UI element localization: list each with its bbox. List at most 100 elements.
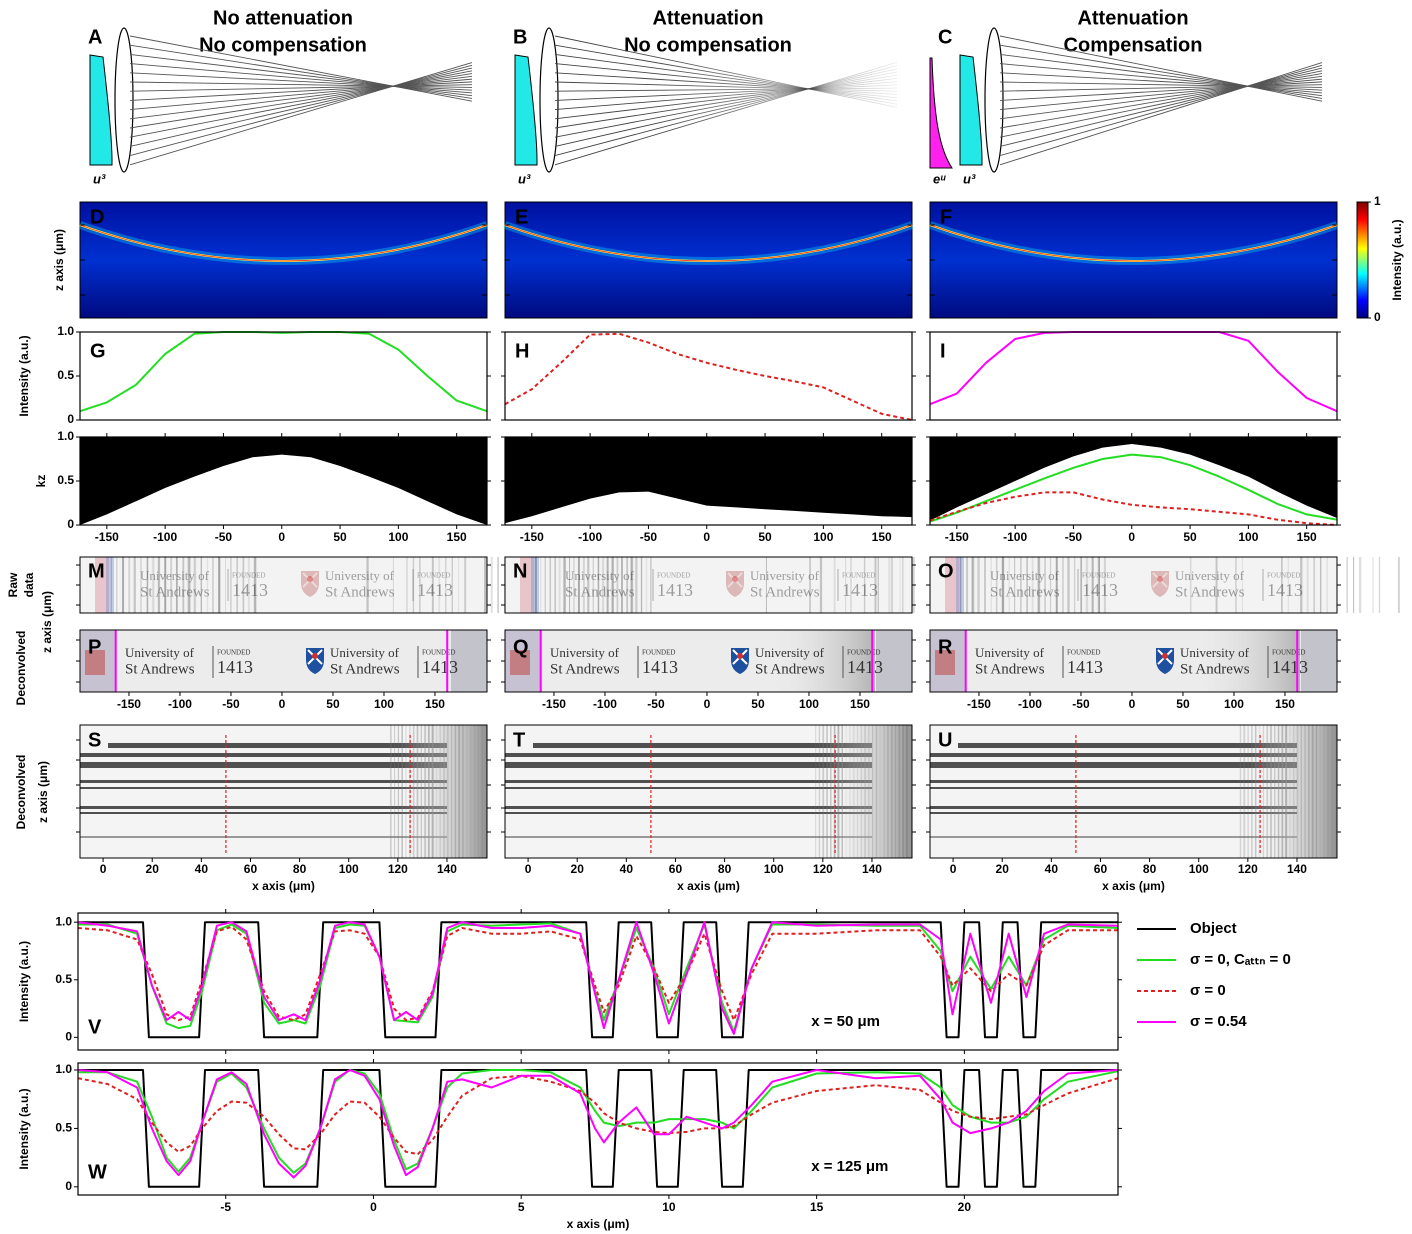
x-tick-label: 100 <box>374 697 394 711</box>
logo-text: 1413 <box>842 580 878 600</box>
line <box>80 332 487 411</box>
y-tick-label: 0.5 <box>57 473 74 487</box>
shield-emblem <box>737 653 743 659</box>
x-tick-label: 40 <box>195 862 209 876</box>
logo-text: St Andrews <box>330 661 400 677</box>
x-tick-label: -5 <box>220 1200 231 1214</box>
x-tick-label: -50 <box>1072 697 1090 711</box>
annotation: x = 125 μm <box>811 1158 888 1175</box>
logo-text: FOUNDED <box>1267 572 1300 580</box>
x-tick-label: 120 <box>813 862 833 876</box>
panel-letter: Q <box>513 636 529 658</box>
blur-zone <box>1250 725 1337 858</box>
logo-text: FOUNDED <box>1272 649 1305 657</box>
panel-letter: N <box>513 560 527 582</box>
stripe <box>533 743 872 748</box>
plot-frame <box>505 332 912 420</box>
logo-text: University of <box>755 645 825 660</box>
profile-label: u³ <box>518 171 531 186</box>
y-tick-label: 1.0 <box>57 324 74 338</box>
x-tick-label: 0 <box>704 697 711 711</box>
logo-text: 1413 <box>1067 657 1103 677</box>
legend-label: σ = 0 <box>1190 982 1226 999</box>
logo-text: FOUNDED <box>1067 649 1100 657</box>
blur-zone <box>825 725 912 858</box>
column-title: No compensation <box>624 34 792 56</box>
x-tick-label: 60 <box>244 862 258 876</box>
pupil-profile <box>960 55 982 165</box>
x-tick-label: 140 <box>1287 862 1307 876</box>
logo-text: 1413 <box>642 657 678 677</box>
ray <box>1000 79 1322 109</box>
logo-text: 1413 <box>217 657 253 677</box>
x-tick-label: 5 <box>518 1200 525 1214</box>
stripe <box>930 836 1297 838</box>
x-tick-label: 100 <box>764 862 784 876</box>
x-tick-label: 50 <box>751 697 765 711</box>
shield-emblem <box>312 653 318 659</box>
shield-emblem <box>1162 653 1168 659</box>
x-axis-label: x axis (μm) <box>677 879 740 893</box>
x-tick-label: 0 <box>1128 530 1135 544</box>
y-tick-label: 0 <box>67 517 74 531</box>
blur-zone <box>400 725 487 858</box>
logo-text: University of <box>125 645 195 660</box>
panel-letter: L <box>940 443 952 465</box>
x-tick-label: 120 <box>388 862 408 876</box>
x-tick-label: 0 <box>1129 697 1136 711</box>
x-tick-label: 100 <box>799 697 819 711</box>
panel-letter: F <box>940 206 952 228</box>
x-tick-label: 80 <box>718 862 732 876</box>
color-blur <box>956 557 964 613</box>
logo-text: 1413 <box>422 657 458 677</box>
panel-letter: R <box>938 636 953 658</box>
logo-text: University of <box>1180 645 1250 660</box>
x-tick-label: 150 <box>872 530 892 544</box>
y-tick-label: 0 <box>65 1030 72 1044</box>
row-label: Deconvolved <box>14 755 28 830</box>
ray <box>1000 68 1322 146</box>
panel-letter: T <box>513 729 525 751</box>
logo-text: St Andrews <box>755 661 825 677</box>
x-tick-label: 100 <box>1238 530 1258 544</box>
row-label: data <box>22 572 36 597</box>
logo-text: St Andrews <box>550 661 620 677</box>
stripe <box>80 806 447 809</box>
panel-letter: D <box>90 206 104 228</box>
y-axis-label: Intensity (a.u.) <box>17 941 31 1022</box>
x-axis-label: x axis (μm) <box>1102 879 1165 893</box>
x-tick-label: -100 <box>593 697 617 711</box>
logo-text: University of <box>750 568 820 583</box>
x-axis-label: x axis (μm) <box>252 879 315 893</box>
panel-letter: H <box>515 340 529 362</box>
logo-text: 1413 <box>1082 580 1118 600</box>
x-tick-label: 20 <box>146 862 160 876</box>
logo-text: St Andrews <box>975 661 1045 677</box>
y-tick-label: 1.0 <box>57 429 74 443</box>
stripe <box>930 753 1297 757</box>
panel-letter: O <box>938 560 954 582</box>
x-tick-label: -50 <box>640 530 658 544</box>
panel-letter: S <box>88 729 101 751</box>
panel-letter: W <box>88 1161 107 1183</box>
logo-text: St Andrews <box>1175 584 1245 600</box>
logo-text: FOUNDED <box>417 572 450 580</box>
x-tick-label: -50 <box>215 530 233 544</box>
logo-text: University of <box>330 645 400 660</box>
x-tick-label: 120 <box>1238 862 1258 876</box>
stripe <box>505 806 872 809</box>
stripe <box>80 787 447 789</box>
x-tick-label: 150 <box>425 697 445 711</box>
logo-text: FOUNDED <box>657 572 690 580</box>
y-axis-label: kz <box>34 475 48 488</box>
y-tick-label: 1.0 <box>55 914 72 928</box>
logo-text: University of <box>975 645 1045 660</box>
x-tick-label: 20 <box>571 862 585 876</box>
stripe <box>108 743 447 748</box>
color-blur <box>531 557 539 613</box>
profile-label: u³ <box>93 171 106 186</box>
line <box>930 332 1337 411</box>
logo-text: St Andrews <box>565 584 635 600</box>
panel-letter: A <box>88 26 102 48</box>
legend-label: Object <box>1190 920 1237 937</box>
